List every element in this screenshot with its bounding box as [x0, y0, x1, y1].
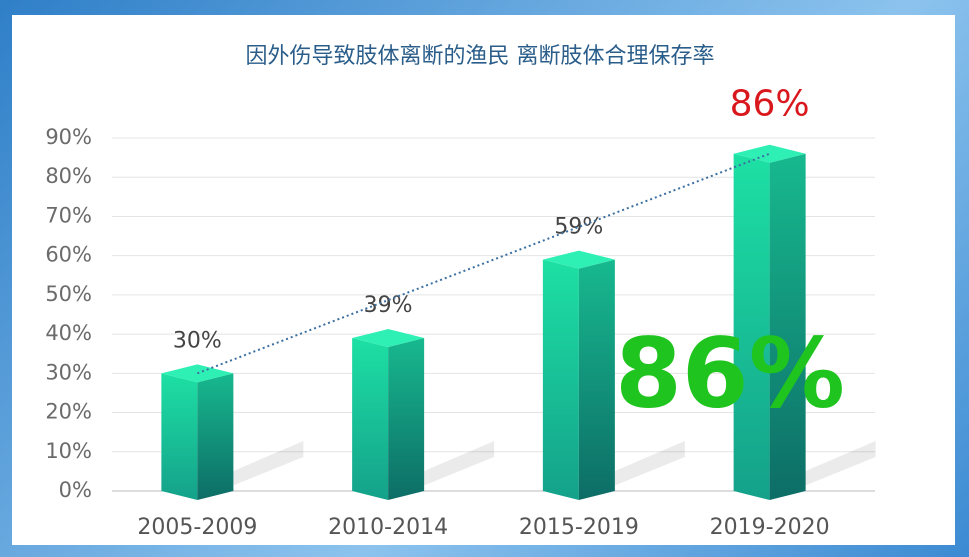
x-tick-label: 2015-2019 — [519, 515, 639, 540]
chart-title: 因外伤导致肢体离断的渔民 离断肢体合理保存率 — [246, 44, 715, 69]
y-tick-label: 80% — [45, 164, 92, 188]
panel — [12, 15, 955, 545]
x-tick-label: 2005-2009 — [137, 515, 257, 540]
x-tick-label: 2019-2020 — [710, 515, 830, 540]
trend-line — [197, 152, 770, 375]
value-label: 59% — [554, 215, 603, 240]
value-label: 30% — [173, 328, 222, 353]
bar-side — [197, 373, 234, 500]
y-tick-label: 40% — [45, 321, 92, 345]
y-tick-label: 20% — [45, 400, 92, 424]
bar — [542, 250, 615, 500]
value-label: 86% — [730, 84, 810, 125]
bar-side — [388, 338, 425, 500]
bar-top — [352, 329, 425, 348]
bar-front — [542, 259, 579, 500]
bar-side — [769, 153, 806, 500]
y-tick-label: 10% — [45, 439, 92, 463]
y-tick-label: 60% — [45, 243, 92, 267]
y-tick-label: 50% — [45, 282, 92, 306]
bar-front — [161, 373, 198, 500]
y-tick-label: 0% — [59, 478, 92, 502]
annotation: 86% — [615, 317, 845, 429]
bar-top — [542, 250, 615, 269]
bar-side — [578, 259, 615, 500]
value-label: 39% — [364, 293, 413, 318]
y-tick-label: 90% — [45, 125, 92, 149]
bar — [733, 144, 806, 500]
bar-top — [733, 144, 806, 163]
x-tick-label: 2010-2014 — [328, 515, 448, 540]
bar — [161, 364, 234, 500]
y-tick-label: 70% — [45, 203, 92, 227]
bar-front — [733, 153, 770, 500]
y-tick-label: 30% — [45, 360, 92, 384]
bar — [352, 329, 425, 500]
bar-front — [352, 338, 389, 500]
